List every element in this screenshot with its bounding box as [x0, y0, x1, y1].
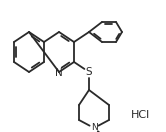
Text: S: S	[86, 67, 92, 77]
Text: N: N	[91, 124, 97, 132]
Text: N: N	[55, 68, 63, 78]
Text: HCl: HCl	[130, 110, 150, 120]
